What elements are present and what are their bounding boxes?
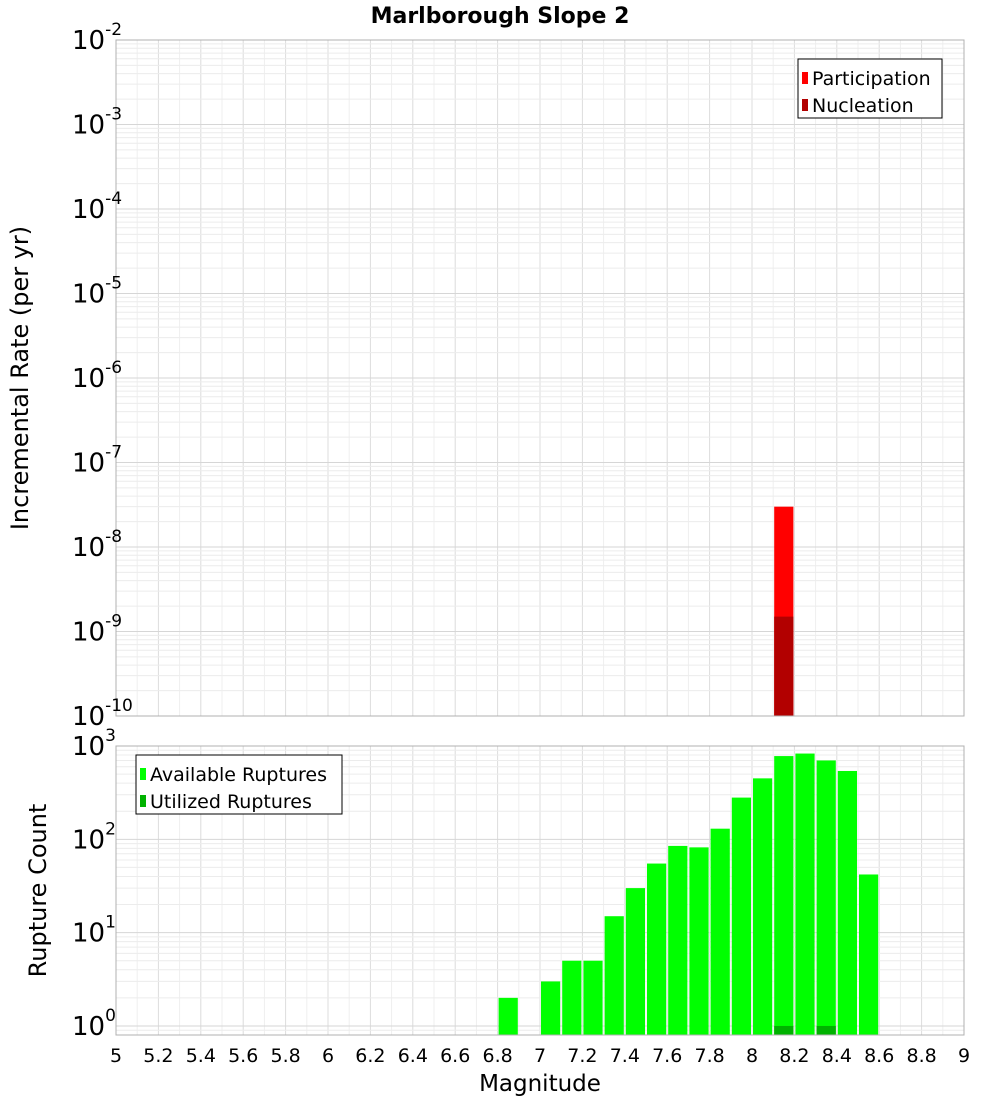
y-tick-exponent: 0 (105, 1006, 116, 1026)
x-tick-label: 7 (534, 1045, 546, 1067)
y-tick-exponent: -9 (105, 612, 122, 632)
x-tick-label: 5.8 (270, 1045, 300, 1067)
bar-available-ruptures (859, 874, 879, 1035)
x-tick-label: 6.6 (440, 1045, 470, 1067)
bar-available-ruptures (647, 863, 667, 1035)
y-tick-label: 10-6 (72, 358, 122, 394)
y-tick-label: 10-2 (72, 20, 122, 56)
x-tick-label: 5.6 (228, 1045, 258, 1067)
plot-frame (115, 39, 965, 717)
bar-available-ruptures (668, 845, 688, 1035)
y-tick-exponent: 3 (105, 726, 116, 746)
y-axis-label: Incremental Rate (per yr) (6, 226, 34, 530)
y-tick-exponent: -2 (105, 20, 122, 40)
legend-swatch (140, 768, 146, 780)
bar-available-ruptures (816, 760, 836, 1035)
x-tick-label: 5 (110, 1045, 122, 1067)
y-tick-label: 10-5 (72, 274, 122, 310)
bar-available-ruptures (583, 960, 603, 1035)
bar-available-ruptures (498, 997, 518, 1035)
bar-available-ruptures (604, 916, 624, 1035)
legend-box (797, 58, 943, 119)
legend-swatch (140, 795, 146, 807)
x-axis-label: Magnitude (479, 1071, 601, 1097)
bar-available-ruptures (562, 960, 582, 1035)
x-tick-label: 8 (746, 1045, 758, 1067)
x-tick-label: 7.4 (610, 1045, 640, 1067)
y-tick-label: 102 (72, 819, 116, 855)
y-tick-exponent: 1 (105, 913, 116, 933)
bar-available-ruptures (625, 888, 645, 1035)
bar-utilized-ruptures (816, 1025, 836, 1035)
bar-utilized-ruptures (774, 1025, 794, 1035)
y-tick-exponent: -3 (105, 105, 122, 125)
bar-available-ruptures (689, 847, 709, 1035)
bar-available-ruptures (795, 753, 815, 1035)
y-tick-label: 10-9 (72, 612, 122, 648)
y-tick-exponent: -6 (105, 358, 122, 378)
x-tick-label: 7.2 (567, 1045, 597, 1067)
y-tick-label: 101 (72, 913, 116, 949)
legend-label: Utilized Ruptures (150, 791, 312, 813)
legend-label: Participation (812, 68, 931, 90)
bar-available-ruptures (774, 756, 794, 1035)
y-tick-exponent: -4 (105, 189, 122, 209)
y-tick-label: 103 (72, 726, 116, 762)
x-tick-label: 6.4 (398, 1045, 428, 1067)
y-tick-label: 10-7 (72, 443, 122, 479)
chart-title: Marlborough Slope 2 (371, 4, 630, 29)
x-tick-label: 6.8 (482, 1045, 512, 1067)
top-plot: 10-10 10-9 10-8 10-7 10-6 10-5 10-4 10-3 10-2 Inc… (6, 20, 965, 732)
plot-frame (115, 745, 965, 1036)
y-tick-label: 100 (72, 1006, 116, 1042)
bar-available-ruptures (731, 797, 751, 1035)
y-tick-exponent: 2 (105, 819, 116, 839)
y-tick-exponent: -10 (105, 696, 133, 716)
bar-available-ruptures (753, 778, 773, 1035)
bar-available-ruptures (541, 981, 561, 1035)
y-tick-label: 10-10 (72, 696, 133, 732)
bar-nucleation (774, 616, 794, 716)
x-tick-label: 8.8 (906, 1045, 936, 1067)
x-tick-label: 7.8 (694, 1045, 724, 1067)
legend-label: Nucleation (812, 95, 914, 117)
y-tick-exponent: -5 (105, 274, 122, 294)
x-tick-label: 9 (958, 1045, 970, 1067)
x-tick-label: 6.2 (355, 1045, 385, 1067)
legend-label: Available Ruptures (150, 764, 327, 786)
y-tick-label: 10-4 (72, 189, 122, 225)
legend-swatch (802, 72, 808, 84)
y-tick-exponent: -8 (105, 527, 122, 547)
x-tick-label: 6 (322, 1045, 334, 1067)
legend-swatch (802, 99, 808, 111)
y-tick-label: 10-8 (72, 527, 122, 563)
bar-available-ruptures (710, 828, 730, 1035)
x-tick-label: 5.4 (186, 1045, 216, 1067)
x-tick-label: 8.2 (779, 1045, 809, 1067)
bar-available-ruptures (837, 770, 857, 1035)
legend-box (135, 754, 343, 815)
x-tick-label: 5.2 (143, 1045, 173, 1067)
y-tick-exponent: -7 (105, 443, 122, 463)
x-tick-label: 8.4 (822, 1045, 852, 1067)
y-tick-label: 10-3 (72, 105, 122, 141)
y-axis-label: Rupture Count (24, 804, 52, 978)
x-tick-label: 8.6 (864, 1045, 894, 1067)
x-tick-label: 7.6 (652, 1045, 682, 1067)
